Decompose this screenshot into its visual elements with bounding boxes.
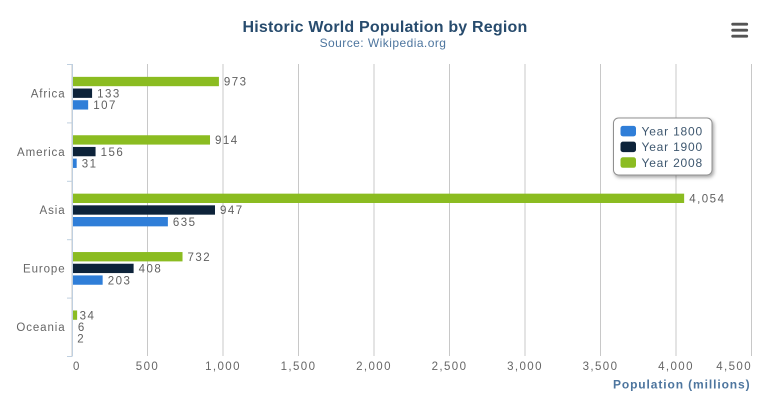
svg-text:Population (millions): Population (millions) [613,378,751,392]
svg-text:Year 2008: Year 2008 [642,156,703,170]
svg-text:America: America [17,147,65,159]
svg-text:3,500: 3,500 [583,361,619,373]
svg-text:4,500: 4,500 [716,361,752,373]
svg-text:4,000: 4,000 [658,361,694,373]
svg-text:Year 1900: Year 1900 [642,140,703,154]
svg-text:408: 408 [139,264,163,276]
svg-text:107: 107 [93,100,117,112]
svg-text:Historic World Population by R: Historic World Population by Region [243,19,528,36]
svg-text:914: 914 [215,135,239,147]
svg-text:4,054: 4,054 [689,194,725,206]
svg-text:2,000: 2,000 [356,361,392,373]
svg-text:Source: Wikipedia.org: Source: Wikipedia.org [320,36,447,50]
svg-text:3,000: 3,000 [507,361,543,373]
svg-text:133: 133 [97,88,121,100]
svg-text:732: 732 [188,252,212,264]
svg-text:973: 973 [224,77,248,89]
svg-text:Year 1800: Year 1800 [642,124,703,138]
svg-text:34: 34 [80,310,96,322]
svg-text:0: 0 [73,361,81,373]
svg-text:500: 500 [136,361,159,373]
svg-text:1,500: 1,500 [281,361,317,373]
svg-text:Europe: Europe [23,264,65,276]
svg-text:1,000: 1,000 [205,361,241,373]
svg-text:203: 203 [108,275,132,287]
svg-text:Africa: Africa [31,88,66,100]
svg-text:156: 156 [101,147,125,159]
svg-text:6: 6 [78,322,86,334]
svg-text:635: 635 [173,217,197,229]
svg-text:2: 2 [77,334,85,346]
svg-text:31: 31 [82,159,98,171]
svg-text:947: 947 [220,205,244,217]
svg-text:Asia: Asia [40,205,66,217]
svg-text:Oceania: Oceania [16,322,65,334]
svg-text:2,500: 2,500 [432,361,468,373]
